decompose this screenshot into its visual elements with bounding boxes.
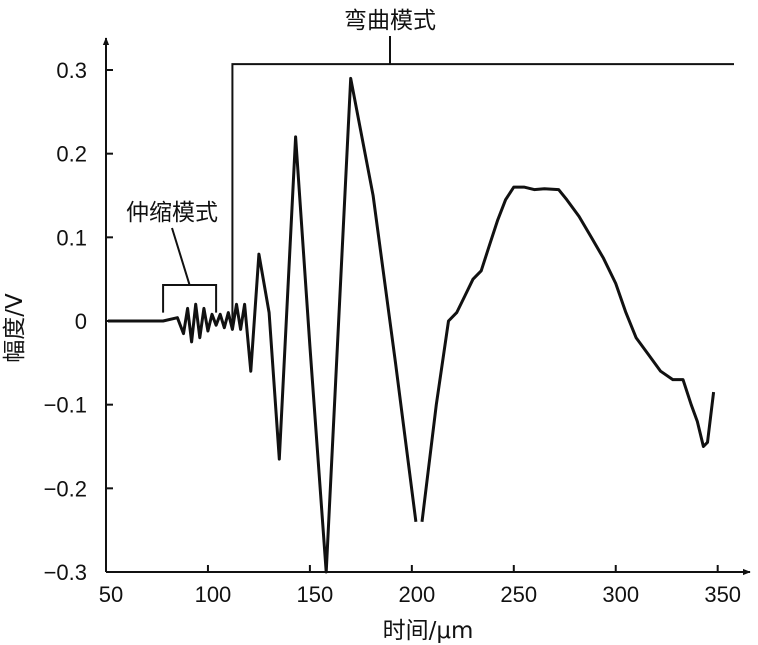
x-tick-label: 50 xyxy=(99,582,123,607)
annotations: 弯曲模式 仲缩模式 xyxy=(126,8,734,330)
y-tick-label: −0.2 xyxy=(44,476,87,501)
extension-mode-bracket xyxy=(162,227,218,313)
x-tick-label: 250 xyxy=(500,582,537,607)
y-tick-label: 0.2 xyxy=(56,142,87,167)
y-axis-label: 幅度/V xyxy=(2,293,28,363)
series-group xyxy=(108,76,716,574)
x-tick-label: 100 xyxy=(195,582,232,607)
y-tick-label: 0.3 xyxy=(56,58,87,83)
x-axis-label: 时间/μm xyxy=(383,618,474,644)
bending-mode-bracket xyxy=(231,63,734,330)
x-tick-label: 300 xyxy=(602,582,639,607)
x-tick-label: 350 xyxy=(704,582,741,607)
y-tick-label: −0.1 xyxy=(44,393,87,418)
axis-ticks: 50 100 150 200 250 300 350 0.3 0.2 0.1 0 −0.1 −0.2 −0… xyxy=(44,58,741,607)
y-tick-label: 0 xyxy=(75,309,87,334)
y-tick-label: 0.1 xyxy=(56,225,87,250)
x-tick-label: 150 xyxy=(297,582,334,607)
series-line-2 xyxy=(420,185,716,522)
extension-mode-label: 仲缩模式 xyxy=(126,200,218,226)
series-line-1 xyxy=(108,76,418,574)
x-tick-label: 200 xyxy=(398,582,435,607)
bending-mode-label: 弯曲模式 xyxy=(344,8,436,34)
y-tick-label: −0.3 xyxy=(44,560,87,585)
